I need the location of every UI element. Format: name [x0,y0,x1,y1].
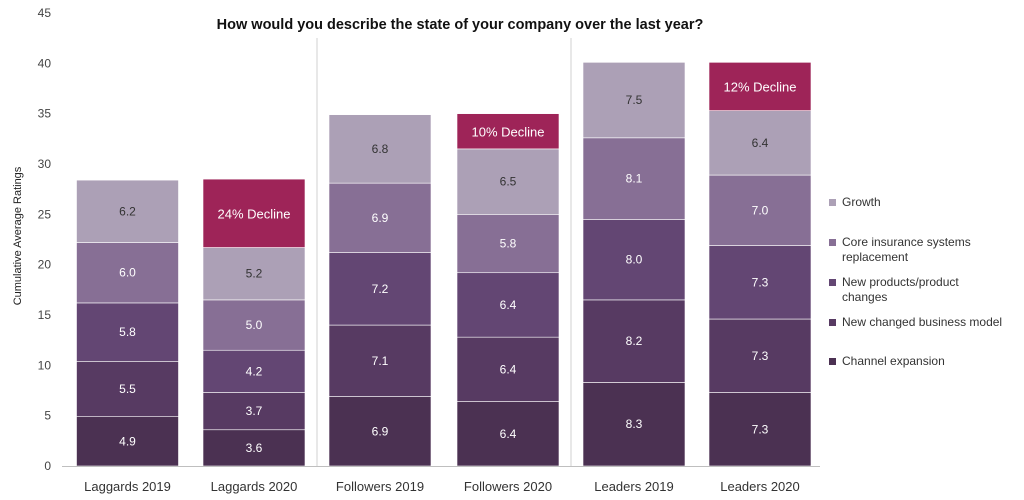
value-label-laggards-2019-channel-expansion: 4.9 [119,434,136,448]
value-label-followers-2019-core-insurance-systems-replacement: 6.9 [372,211,389,225]
x-label-laggards-2019: Laggards 2019 [84,479,171,494]
decline-label-leaders-2020: 12% Decline [724,79,797,94]
decline-label-laggards-2020: 24% Decline [218,206,291,221]
value-label-leaders-2019-new-changed-business-model: 8.2 [626,334,643,348]
bar-followers-2020-growth [456,148,560,215]
bar-leaders-2020-new-changed-business-model [708,318,812,393]
x-label-leaders-2020: Leaders 2020 [720,479,800,494]
value-label-laggards-2020-new-products-product-changes: 4.2 [246,364,263,378]
y-tick-45: 45 [38,6,52,20]
value-label-followers-2019-growth: 6.8 [372,142,389,156]
decline-bar-laggards-2020 [202,178,306,248]
group-separators [316,38,572,466]
y-tick-20: 20 [38,258,52,272]
bar-followers-2019-core-insurance-systems-replacement [328,182,432,253]
legend-label-channel-expansion: Channel expansion [842,354,945,368]
decline-bar-followers-2020 [456,113,560,150]
bar-leaders-2019-channel-expansion [582,382,686,467]
bar-leaders-2019-new-products-product-changes [582,219,686,301]
bar-followers-2019-channel-expansion [328,396,432,467]
legend-label-new-changed-business-model: New changed business model [842,315,1002,329]
legend: Growth Core insurance systems replacement N… [829,195,1002,368]
legend-swatch-growth [829,199,836,206]
value-label-leaders-2020-new-changed-business-model: 7.3 [752,349,769,363]
value-label-leaders-2019-new-products-product-changes: 8.0 [626,253,643,267]
x-label-followers-2020: Followers 2020 [464,479,552,494]
bar-leaders-2020-growth [708,110,812,176]
bar-laggards-2020-channel-expansion [202,429,306,467]
decline-bar-leaders-2020 [708,62,812,111]
value-label-followers-2019-new-products-product-changes: 7.2 [372,282,389,296]
bar-followers-2020-new-changed-business-model [456,336,560,402]
x-label-leaders-2019: Leaders 2019 [594,479,674,494]
bar-laggards-2019-new-products-product-changes [76,302,179,362]
bar-laggards-2019-core-insurance-systems-replacement [76,242,179,304]
value-label-laggards-2019-core-insurance-systems-replacement: 6.0 [119,266,136,280]
value-labels: 4.9 5.5 5.8 6.0 6.2 3.6 3.7 4.2 5.0 5.2 24% Declin… [119,79,796,454]
value-label-followers-2020-growth: 6.5 [500,175,517,189]
y-tick-25: 25 [38,207,52,221]
bar-followers-2020-new-products-product-changes [456,272,560,338]
value-label-laggards-2019-growth: 6.2 [119,204,136,218]
value-label-followers-2019-channel-expansion: 6.9 [372,424,389,438]
value-label-leaders-2019-channel-expansion: 8.3 [626,417,643,431]
legend-swatch-channel-expansion [829,358,836,365]
bar-followers-2020-channel-expansion [456,401,560,467]
value-label-leaders-2020-growth: 6.4 [752,136,769,150]
bar-leaders-2020-core-insurance-systems-replacement [708,174,812,246]
y-tick-15: 15 [38,308,52,322]
value-label-laggards-2020-core-insurance-systems-replacement: 5.0 [246,318,263,332]
value-label-followers-2020-new-products-product-changes: 6.4 [500,298,517,312]
y-tick-10: 10 [38,358,52,372]
value-label-leaders-2019-core-insurance-systems-replacement: 8.1 [626,172,643,186]
x-label-laggards-2020: Laggards 2020 [211,479,298,494]
bar-followers-2019-growth [328,114,432,184]
value-label-leaders-2019-growth: 7.5 [626,93,643,107]
bar-laggards-2019-channel-expansion [76,416,179,467]
chart-title: How would you describe the state of your… [217,17,704,33]
bar-laggards-2020-new-changed-business-model [202,392,306,431]
value-label-laggards-2019-new-products-product-changes: 5.8 [119,325,136,339]
legend-swatch-new-changed-business-model [829,319,836,326]
y-axis-ticks: 0 5 10 15 20 25 30 35 40 45 [38,6,52,473]
bar-leaders-2020-new-products-product-changes [708,245,812,320]
legend-swatch-new-products-product-changes [829,279,836,286]
y-axis-label: Cumulative Average Ratings [12,166,24,305]
y-tick-30: 30 [38,157,52,171]
value-label-leaders-2020-channel-expansion: 7.3 [752,422,769,436]
value-label-followers-2020-core-insurance-systems-replacement: 5.8 [500,237,517,251]
legend-label-core-insurance-systems-replacement: Core insurance systems replacement [842,235,971,264]
bar-followers-2019-new-changed-business-model [328,324,432,397]
legend-label-growth: Growth [842,195,881,209]
value-label-laggards-2020-growth: 5.2 [246,267,263,281]
value-label-leaders-2020-new-products-product-changes: 7.3 [752,275,769,289]
bar-followers-2019-new-products-product-changes [328,252,432,326]
y-tick-35: 35 [38,107,52,121]
value-label-leaders-2020-core-insurance-systems-replacement: 7.0 [752,203,769,217]
x-label-followers-2019: Followers 2019 [336,479,424,494]
legend-label-new-products-product-changes: New products/product changes [842,275,959,304]
decline-label-followers-2020: 10% Decline [472,124,545,139]
bar-leaders-2019-new-changed-business-model [582,299,686,383]
bar-followers-2020-core-insurance-systems-replacement [456,214,560,274]
bar-laggards-2020-core-insurance-systems-replacement [202,299,306,351]
y-tick-40: 40 [38,56,52,70]
bar-leaders-2019-growth [582,62,686,139]
value-label-followers-2020-new-changed-business-model: 6.4 [500,362,517,376]
bar-leaders-2019-core-insurance-systems-replacement [582,137,686,220]
x-axis-labels: Laggards 2019 Laggards 2020 Followers 2019… [84,479,800,494]
bars [76,62,812,467]
value-label-laggards-2020-new-changed-business-model: 3.7 [246,404,263,418]
value-label-followers-2019-new-changed-business-model: 7.1 [372,354,389,368]
y-tick-0: 0 [44,459,51,473]
bar-laggards-2020-new-products-product-changes [202,349,306,393]
bar-laggards-2019-growth [76,179,179,243]
y-tick-5: 5 [44,409,51,423]
legend-swatch-core-insurance-systems-replacement [829,239,836,246]
value-label-followers-2020-channel-expansion: 6.4 [500,427,517,441]
value-label-laggards-2020-channel-expansion: 3.6 [246,441,263,455]
value-label-laggards-2019-new-changed-business-model: 5.5 [119,382,136,396]
